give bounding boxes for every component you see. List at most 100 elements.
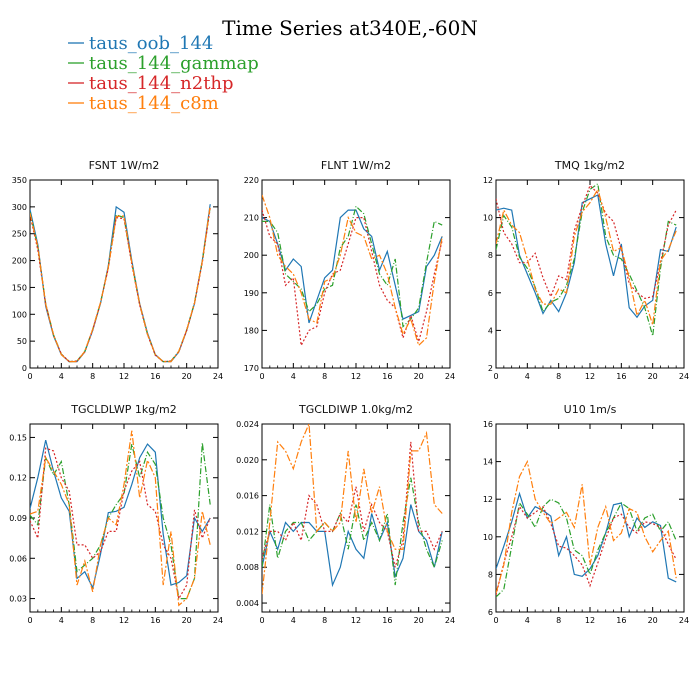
x-tick-label: 24: [679, 372, 689, 381]
y-tick-label: 0.020: [236, 456, 259, 465]
x-tick-label: 0: [493, 372, 498, 381]
x-tick-label: 12: [119, 372, 129, 381]
x-tick-label: 4: [59, 372, 64, 381]
x-tick-label: 12: [351, 372, 361, 381]
series-line-taus_144_gammap: [262, 205, 443, 328]
y-tick-label: 0: [22, 364, 27, 373]
y-tick-label: 250: [12, 230, 27, 239]
y-tick-label: 12: [483, 176, 493, 185]
y-tick-label: 10: [483, 533, 493, 542]
y-tick-label: 0.004: [236, 599, 259, 608]
series-line-taus_144_c8m: [30, 205, 211, 363]
series-line-taus_144_n2thp: [496, 505, 677, 596]
legend-label-taus_144_gammap: taus_144_gammap: [89, 53, 259, 74]
x-tick-label: 0: [27, 372, 32, 381]
x-tick-label: 8: [90, 372, 95, 381]
x-tick-label: 20: [414, 616, 424, 625]
series-line-taus_144_gammap: [30, 206, 211, 363]
y-tick-label: 350: [12, 176, 27, 185]
panel-title: TGCLDIWP 1.0kg/m2: [298, 403, 413, 416]
series-line-taus_144_c8m: [262, 424, 443, 595]
series-line-taus_144_n2thp: [262, 209, 443, 348]
plot-frame: [29, 179, 219, 369]
plot-frame: [261, 423, 451, 613]
figure-title: Time Series at340E,-60N: [222, 16, 478, 40]
y-tick-label: 6: [488, 608, 493, 617]
panel-6: U10 1m/s 0 4 8 12 16 20 24 6 8 10 12 14 16: [483, 403, 689, 625]
x-tick-label: 20: [648, 372, 658, 381]
x-tick-label: 16: [616, 372, 626, 381]
x-tick-label: 8: [90, 616, 95, 625]
series-line-taus_oob_144: [262, 209, 443, 324]
x-tick-label: 16: [382, 372, 392, 381]
legend: taus_oob_144taus_144_gammaptaus_144_n2th…: [68, 33, 259, 114]
chart-panels: FSNT 1W/m20 4 8 12 16 20 240501001502002503003…: [9, 159, 689, 625]
x-tick-label: 20: [182, 372, 192, 381]
panel-1: FSNT 1W/m2 0 4 8 12 16 20 24 0 50 100 150 200 250 300 3…: [12, 159, 223, 381]
x-tick-label: 4: [291, 372, 296, 381]
y-tick-label: 0.09: [9, 514, 27, 523]
plot-frame: [261, 179, 451, 369]
series-line-taus_144_gammap: [496, 498, 677, 598]
x-tick-label: 16: [382, 616, 392, 625]
series-line-taus_oob_144: [262, 504, 443, 588]
panel-title: FSNT 1W/m2: [89, 159, 160, 172]
legend-label-taus_144_n2thp: taus_144_n2thp: [89, 73, 234, 94]
series-line-taus_144_n2thp: [262, 441, 443, 568]
x-tick-label: 0: [259, 616, 264, 625]
x-tick-label: 4: [59, 616, 64, 625]
x-tick-label: 4: [525, 372, 530, 381]
y-tick-label: 10: [483, 214, 493, 223]
y-tick-label: 0.012: [236, 527, 259, 536]
series-line-taus_oob_144: [496, 194, 677, 319]
y-tick-label: 150: [12, 283, 27, 292]
series-line-taus_144_n2thp: [496, 184, 677, 300]
panel-title: U10 1m/s: [564, 403, 617, 416]
x-tick-label: 12: [585, 372, 595, 381]
y-tick-label: 0.008: [236, 563, 259, 572]
x-tick-label: 4: [291, 616, 296, 625]
series-line-taus_oob_144: [496, 491, 677, 583]
y-tick-label: 100: [12, 310, 27, 319]
y-tick-label: 12: [483, 495, 493, 504]
x-tick-label: 20: [414, 372, 424, 381]
y-tick-label: 180: [244, 326, 259, 335]
y-tick-label: 16: [483, 420, 493, 429]
y-tick-label: 8: [488, 251, 493, 260]
x-tick-label: 4: [525, 616, 530, 625]
y-tick-label: 200: [12, 257, 27, 266]
x-tick-label: 8: [322, 372, 327, 381]
y-tick-label: 2: [488, 364, 493, 373]
x-tick-label: 24: [213, 616, 223, 625]
x-tick-label: 20: [648, 616, 658, 625]
series-line-taus_144_gammap: [496, 182, 677, 337]
panel-title: FLNT 1W/m2: [321, 159, 391, 172]
x-tick-label: 0: [27, 616, 32, 625]
series-line-taus_144_n2thp: [30, 447, 211, 601]
x-tick-label: 8: [556, 616, 561, 625]
legend-label-taus_144_c8m: taus_144_c8m: [89, 93, 219, 114]
series-line-taus_144_c8m: [496, 187, 677, 325]
legend-label-taus_oob_144: taus_oob_144: [89, 33, 213, 54]
x-tick-label: 16: [616, 616, 626, 625]
x-tick-label: 24: [445, 616, 455, 625]
x-tick-label: 24: [445, 372, 455, 381]
plot-frame: [29, 423, 219, 613]
y-tick-label: 190: [244, 289, 259, 298]
series-line-taus_144_c8m: [496, 459, 677, 594]
plot-frame: [495, 423, 685, 613]
y-tick-label: 220: [244, 176, 259, 185]
panel-title: TMQ 1kg/m2: [554, 159, 625, 172]
y-tick-label: 300: [12, 203, 27, 212]
x-tick-label: 12: [585, 616, 595, 625]
panel-2: FLNT 1W/m2 0 4 8 12 16 20 24 170 180 190 200 210 220: [244, 159, 455, 381]
y-tick-label: 4: [488, 326, 493, 335]
panel-4: TGCLDLWP 1kg/m2 0 4 8 12 16 20 24 0.03 0.06 0.09 0.…: [9, 403, 223, 625]
x-tick-label: 12: [119, 616, 129, 625]
y-tick-label: 200: [244, 251, 259, 260]
y-tick-label: 0.15: [9, 433, 27, 442]
y-tick-label: 6: [488, 289, 493, 298]
plot-frame: [495, 179, 685, 369]
y-tick-label: 0.12: [9, 474, 27, 483]
x-tick-label: 0: [493, 616, 498, 625]
